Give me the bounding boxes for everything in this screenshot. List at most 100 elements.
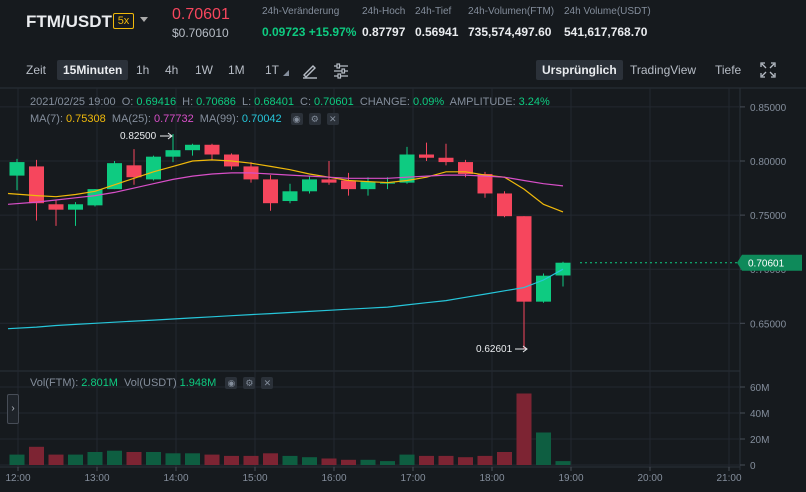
volume-bar: [497, 452, 512, 465]
volume-bar: [9, 454, 25, 465]
candle-body: [438, 157, 454, 163]
volume-axis-label: 40M: [750, 409, 769, 420]
close-icon[interactable]: ✕: [326, 113, 339, 126]
eye-icon[interactable]: ◉: [225, 377, 238, 390]
stat-24h-low: 24h-Tief 0.56941: [415, 6, 458, 39]
price-axis-label: 0.80000: [750, 157, 787, 168]
stat-24h-change: 24h-Veränderung 0.09723 +15.97%: [262, 6, 356, 39]
interval-1w[interactable]: 1W: [195, 63, 213, 77]
symbol-title[interactable]: FTM/USDT: [26, 12, 112, 31]
gear-icon[interactable]: ⚙: [308, 113, 321, 126]
volume-axis-label: 20M: [750, 435, 769, 446]
price-axis-label: 0.75000: [750, 211, 787, 222]
arrow-right-icon: [160, 132, 173, 140]
high-annotation: 0.82500: [120, 131, 157, 142]
volume-bar: [126, 452, 142, 465]
close-icon[interactable]: ✕: [261, 377, 274, 390]
ma-info: MA(7): 0.75308 MA(25): 0.77732 MA(99): 0.70…: [30, 113, 342, 126]
price-axis-label: 0.65000: [750, 319, 787, 330]
time-axis-label: 20:00: [637, 473, 662, 484]
stat-value: 0.09723 +15.97%: [262, 25, 357, 39]
close-label: C:: [300, 96, 311, 108]
expand-panel-button[interactable]: ›: [7, 394, 19, 424]
ohlc-date: 2021/02/25 19:00: [30, 96, 116, 108]
view-original[interactable]: Ursprünglich: [536, 60, 623, 80]
candle-body: [185, 144, 200, 151]
time-axis-label: 13:00: [84, 473, 109, 484]
amplitude-label: AMPLITUDE:: [449, 96, 516, 108]
ma7-value: 0.75308: [66, 113, 106, 125]
volume-bar: [282, 455, 298, 465]
interval-4h[interactable]: 4h: [165, 63, 179, 77]
candle-body: [282, 191, 298, 202]
candle-body: [165, 150, 181, 157]
stat-24h-volume-ftm: 24h-Volumen(FTM) 735,574,497.60: [468, 6, 554, 39]
volume-axis-label: 60M: [750, 383, 769, 394]
ma25-line: [7, 172, 564, 205]
view-depth[interactable]: Tiefe: [715, 63, 742, 77]
interval-1m[interactable]: 1M: [228, 63, 245, 77]
interval-1t[interactable]: 1T: [265, 63, 280, 77]
time-axis-label: 17:00: [400, 473, 425, 484]
candle-body: [87, 189, 103, 206]
volume-info: Vol(FTM): 2.801M Vol(USDT) 1.948M ◉ ⚙ ✕: [30, 377, 276, 390]
high-value: 0.70686: [196, 96, 236, 108]
view-tradingview[interactable]: TradingView: [630, 63, 697, 77]
draw-icon[interactable]: [301, 61, 319, 79]
market-header: FTM/USDT 5x 0.70601 $0.706010 24h-Veränd…: [0, 0, 806, 50]
chart-toolbar: Zeit 15Minuten 1h 4h 1W 1M 1T Ursprüngli…: [0, 54, 806, 84]
low-value: 0.68401: [254, 96, 294, 108]
high-label: H:: [182, 96, 194, 108]
amplitude-value: 3.24%: [518, 96, 550, 108]
change-label: CHANGE:: [359, 96, 410, 108]
interval-1h[interactable]: 1h: [136, 63, 150, 77]
arrow-right-icon: [515, 345, 528, 353]
chevron-down-icon[interactable]: [140, 17, 148, 22]
candles: [9, 133, 571, 350]
candle-body: [497, 193, 512, 217]
fullscreen-icon[interactable]: [759, 61, 777, 79]
volume-bar: [516, 393, 532, 465]
candle-body: [477, 173, 493, 194]
candle-body: [263, 179, 278, 204]
candle-body: [516, 216, 532, 302]
ma25-value: 0.77732: [153, 113, 194, 125]
volume-bar: [29, 446, 44, 465]
eye-icon[interactable]: ◉: [290, 113, 303, 126]
dropdown-corner-icon[interactable]: [283, 70, 301, 88]
leverage-badge[interactable]: 5x: [113, 13, 134, 29]
vol-ftm-label: Vol(FTM):: [30, 377, 79, 389]
volume-bar: [399, 454, 415, 465]
ma99-line: [7, 268, 564, 330]
interval-15m[interactable]: 15Minuten: [57, 60, 129, 80]
price-axis-label: 0.70000: [750, 265, 787, 276]
stat-label: 24h-Veränderung: [262, 6, 340, 17]
stat-label: 24h-Volumen(FTM): [468, 6, 555, 17]
stat-label: 24h-Hoch: [362, 6, 406, 17]
volume-bar: [263, 453, 278, 465]
settings-icon[interactable]: [332, 61, 350, 79]
volume-bar: [419, 455, 434, 465]
low-annotation: 0.62601: [476, 344, 513, 355]
time-axis-label: 21:00: [716, 473, 741, 484]
vol-usdt-value: 1.948M: [179, 377, 217, 389]
stat-value: 541,617,768.70: [564, 25, 648, 39]
last-price: 0.70601: [172, 6, 230, 23]
ma25-label: MA(25):: [111, 113, 151, 125]
candle-body: [536, 275, 551, 302]
interval-time[interactable]: Zeit: [26, 63, 47, 77]
ma7-label: MA(7):: [30, 113, 63, 125]
candle-body: [341, 180, 356, 190]
open-label: O:: [121, 96, 134, 108]
volume-bar: [48, 454, 64, 465]
volume-bar: [243, 455, 259, 465]
candle-body: [126, 165, 142, 178]
gear-icon[interactable]: ⚙: [243, 377, 256, 390]
time-axis-label: 12:00: [5, 473, 30, 484]
last-price-usd: $0.706010: [172, 26, 229, 40]
candle-body: [48, 204, 64, 210]
volume-bar: [302, 457, 317, 465]
candle-body: [302, 179, 317, 192]
volume-bar: [555, 461, 571, 465]
